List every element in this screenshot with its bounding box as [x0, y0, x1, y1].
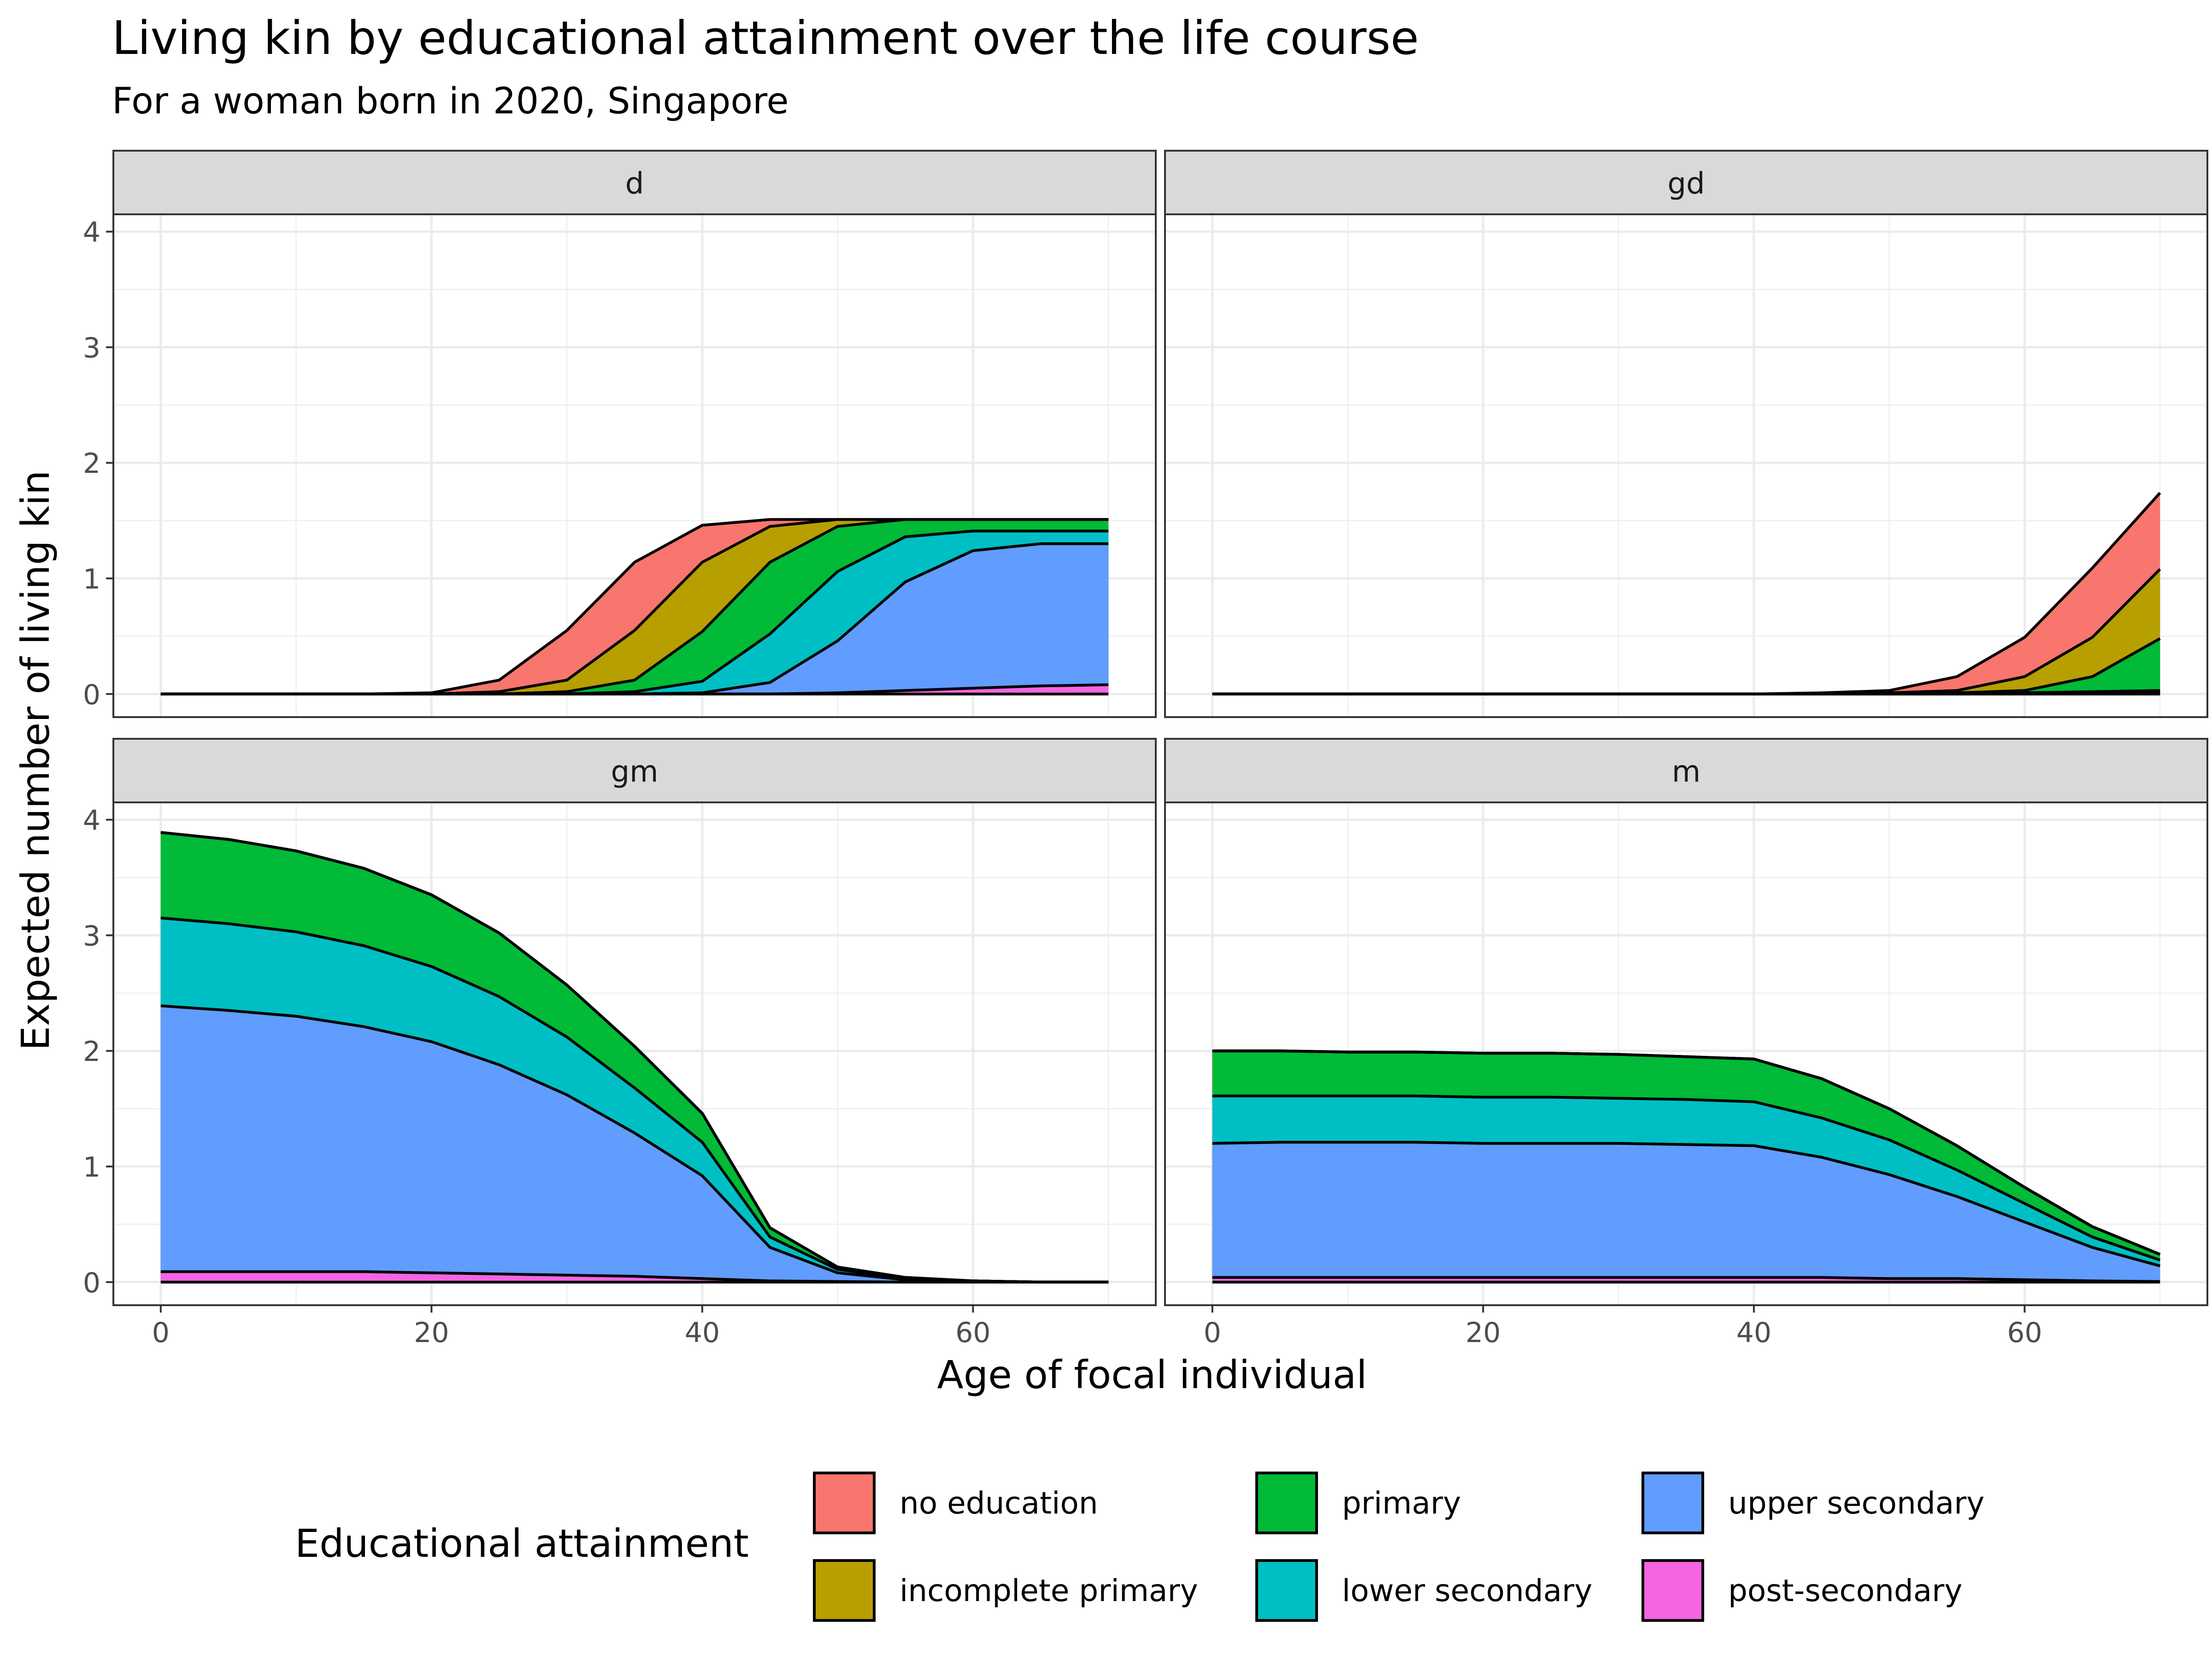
legend-label-incomplete-primary: incomplete primary [900, 1573, 1198, 1608]
strip-label-gd: gd [1667, 167, 1705, 201]
line-upper-secondary [1212, 1141, 2160, 1267]
panel-border-d [112, 213, 1157, 718]
legend-label-upper-secondary: upper secondary [1728, 1485, 1984, 1521]
x-tick-label: 0 [152, 1317, 170, 1349]
legend-label-lower-secondary: lower secondary [1342, 1573, 1592, 1608]
y-tick-label: 1 [83, 1151, 100, 1184]
panel-gd: gd [1164, 150, 2208, 718]
legend-key-post-secondary [1641, 1559, 1704, 1622]
strip-label-d: d [625, 167, 644, 201]
x-tick-label: 40 [1736, 1317, 1771, 1349]
y-axis-label: Expected number of living kin [13, 470, 58, 1050]
y-tick-label: 0 [83, 1267, 100, 1299]
panel-d: d 0 1 2 3 4 [83, 150, 1157, 718]
y-tick-label: 3 [83, 332, 100, 364]
area-primary [1212, 638, 2160, 694]
x-tick-label: 40 [685, 1317, 720, 1349]
panel-border-m [1164, 801, 2208, 1306]
line-upper-secondary [160, 1004, 1109, 1284]
legend-label-no-education: no education [900, 1485, 1098, 1521]
panel-border-gd [1164, 213, 2208, 718]
y-tick-label: 2 [83, 1036, 100, 1068]
x-axis-label: Age of focal individual [937, 1352, 1367, 1397]
line-post-secondary [1212, 1276, 2160, 1283]
y-tick-label: 2 [83, 448, 100, 480]
strip-gd [1164, 150, 2208, 215]
area-upper-secondary [160, 1006, 1109, 1282]
x-tick-label: 20 [414, 1317, 449, 1349]
strip-label-m: m [1672, 755, 1700, 789]
strip-gm [112, 738, 1157, 803]
x-tick-label: 60 [2007, 1317, 2042, 1349]
legend-title: Educational attainment [295, 1521, 749, 1566]
chart-subtitle: For a woman born in 2020, Singapore [112, 81, 788, 122]
y-tick-label: 3 [83, 920, 100, 952]
x-tick-label: 20 [1465, 1317, 1500, 1349]
legend-key-upper-secondary [1641, 1472, 1704, 1534]
y-tick-label: 1 [83, 563, 100, 595]
area-upper-secondary [160, 543, 1109, 694]
area-upper-secondary [1212, 1142, 2160, 1282]
y-tick-label: 4 [83, 217, 100, 249]
x-tick-label: 0 [1204, 1317, 1221, 1349]
panel-border-gm [112, 801, 1157, 1306]
y-tick-label: 4 [83, 805, 100, 837]
x-tick-label: 60 [955, 1317, 990, 1349]
y-tick-label: 0 [83, 679, 100, 711]
strip-m [1164, 738, 2208, 803]
strip-d [112, 150, 1157, 215]
line-lower-secondary [1212, 1095, 2161, 1262]
legend-key-no-education [813, 1472, 876, 1534]
line-primary [1212, 1049, 2161, 1256]
legend-key-primary [1255, 1472, 1318, 1534]
legend-key-lower-secondary [1255, 1559, 1318, 1622]
panel-m: m 0 20 40 60 [1164, 738, 2208, 1349]
chart-title: Living kin by educational attainment ove… [112, 11, 1419, 65]
legend-label-primary: primary [1342, 1485, 1461, 1521]
strip-label-gm: gm [611, 755, 659, 789]
legend-label-post-secondary: post-secondary [1728, 1573, 1962, 1608]
legend: Educational attainment no education incom… [295, 1472, 1984, 1622]
legend-key-incomplete-primary [813, 1559, 876, 1622]
